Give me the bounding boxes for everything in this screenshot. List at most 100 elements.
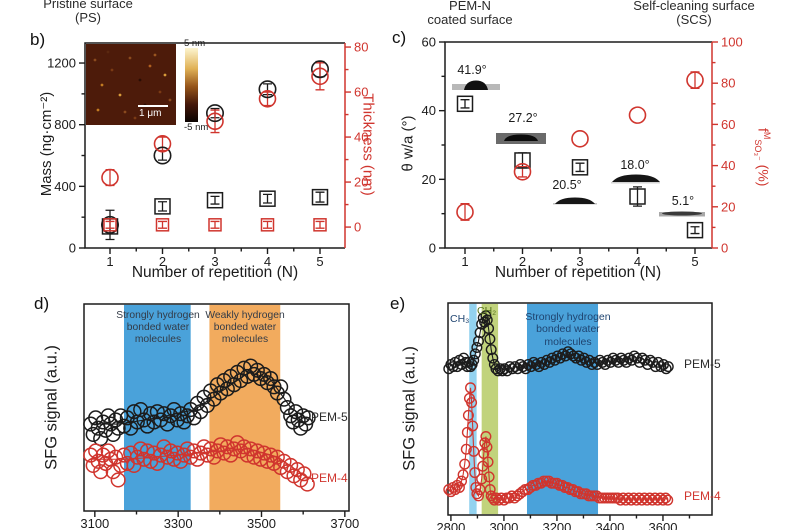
data-point-PEM-4 bbox=[88, 443, 104, 459]
band-label-strong-hbond-d: Strongly hydrogen bonded water molecules bbox=[116, 310, 200, 346]
data-point-PEM-4 bbox=[95, 447, 111, 463]
afm-speckle bbox=[100, 83, 104, 87]
data-point-PEM-5 bbox=[662, 361, 674, 373]
error-bar bbox=[633, 186, 642, 207]
header-pristine-surface-abbrev: (PS) bbox=[75, 10, 101, 25]
data-point-PEM-5 bbox=[541, 354, 553, 366]
panel-letter-e: e) bbox=[390, 294, 406, 313]
tick-label: 3 bbox=[211, 254, 218, 269]
data-point-PEM-5 bbox=[498, 363, 510, 375]
data-point-PEM-4 bbox=[623, 492, 635, 504]
data-point-PEM-4 bbox=[506, 490, 518, 502]
data-point-PEM-5 bbox=[484, 333, 496, 345]
data-point-PEM-5 bbox=[623, 352, 635, 364]
colorbar-max-label: 5 nm bbox=[184, 38, 206, 49]
tick-label: 4 bbox=[264, 254, 271, 269]
droplet-surface bbox=[611, 182, 660, 184]
error-bar bbox=[315, 191, 325, 203]
band-label-ch3: CH₃ bbox=[450, 313, 470, 325]
contact-angle-label-2: 27.2° bbox=[508, 111, 538, 125]
afm-speckle bbox=[128, 56, 132, 60]
tick-label: 3700 bbox=[330, 516, 359, 530]
data-point-PEM-4 bbox=[630, 494, 642, 506]
data-point-circle bbox=[311, 67, 329, 86]
data-point-PEM-5 bbox=[530, 358, 542, 370]
data-point-PEM-4 bbox=[213, 437, 229, 453]
tick-label: 0 bbox=[69, 241, 76, 256]
data-point-PEM-4 bbox=[179, 441, 195, 457]
tick-label: 3000 bbox=[489, 520, 518, 530]
error-bar bbox=[460, 99, 470, 109]
axis-label-repetition-c: Number of repetition (N) bbox=[494, 264, 662, 281]
panel-letter-b: b) bbox=[30, 30, 46, 49]
tick-label: 0 bbox=[354, 220, 361, 235]
header-pristine-surface: Pristine surface bbox=[43, 0, 133, 11]
afm-speckle bbox=[106, 50, 110, 54]
data-point-PEM-4 bbox=[169, 445, 185, 461]
data-point-PEM-5 bbox=[618, 354, 630, 366]
data-point-PEM-5 bbox=[522, 358, 534, 370]
highlight-band bbox=[469, 303, 477, 515]
data-point-PEM-5 bbox=[602, 354, 614, 366]
tick-label: 40 bbox=[721, 158, 735, 173]
tick-label: 2 bbox=[159, 254, 166, 269]
data-point-PEM-4 bbox=[617, 492, 629, 504]
data-point-PEM-4 bbox=[467, 420, 479, 432]
data-point-PEM-4 bbox=[480, 431, 492, 443]
afm-image bbox=[86, 44, 176, 125]
data-point-PEM-5 bbox=[636, 352, 648, 364]
data-point-PEM-5 bbox=[156, 406, 172, 422]
tick-label: 5 bbox=[691, 254, 698, 269]
tick-label: 60 bbox=[354, 85, 368, 100]
data-point-PEM-5 bbox=[575, 354, 587, 366]
data-point-PEM-4 bbox=[495, 492, 507, 504]
afm-speckle bbox=[168, 98, 172, 102]
afm-speckle bbox=[133, 116, 137, 120]
data-point-square bbox=[686, 221, 704, 239]
data-point-PEM-4 bbox=[466, 397, 478, 409]
tick-label: 100 bbox=[721, 35, 743, 50]
axis-label-sfg-e: SFG signal (a.u.) bbox=[400, 346, 419, 471]
contact-angle-label-1: 41.9° bbox=[457, 63, 487, 77]
data-point-PEM-5 bbox=[504, 361, 516, 373]
data-point-PEM-4 bbox=[459, 458, 471, 470]
data-point-PEM-4 bbox=[478, 448, 490, 460]
error-bar bbox=[315, 220, 325, 229]
data-point-PEM-4 bbox=[461, 426, 473, 438]
afm-inset bbox=[86, 44, 198, 125]
data-point-PEM-5 bbox=[88, 410, 104, 426]
data-point-PEM-4 bbox=[163, 443, 179, 459]
data-point-square bbox=[514, 152, 531, 169]
highlight-band bbox=[481, 303, 499, 515]
data-point-PEM-4 bbox=[263, 447, 279, 463]
data-point-PEM-4 bbox=[186, 443, 202, 459]
data-point-PEM-5 bbox=[487, 352, 499, 364]
data-point-PEM-4 bbox=[108, 449, 124, 465]
tick-label: 40 bbox=[422, 103, 436, 118]
data-point-circle bbox=[310, 60, 329, 79]
data-point-PEM-4 bbox=[243, 441, 259, 457]
tick-label: 3200 bbox=[542, 520, 571, 530]
droplet-20deg bbox=[555, 197, 595, 204]
data-point-PEM-4 bbox=[535, 477, 547, 489]
data-point-PEM-5 bbox=[298, 416, 314, 432]
data-point-PEM-5 bbox=[283, 408, 299, 424]
data-point-square bbox=[154, 198, 171, 215]
data-point-PEM-5 bbox=[509, 361, 521, 373]
data-point-PEM-4 bbox=[472, 490, 484, 502]
data-point-PEM-5 bbox=[474, 327, 486, 339]
data-point-PEM-5 bbox=[288, 404, 304, 420]
data-point-PEM-4 bbox=[646, 494, 658, 506]
data-point-PEM-4 bbox=[662, 494, 674, 506]
axis-label-mass: Mass (ng·cm⁻²) bbox=[38, 91, 55, 197]
header-self-cleaning-abbrev: (SCS) bbox=[676, 12, 712, 27]
afm-speckle bbox=[148, 64, 152, 68]
tick-label: 3600 bbox=[649, 520, 678, 530]
data-point-PEM-4 bbox=[572, 486, 584, 498]
data-point-PEM-4 bbox=[457, 469, 469, 481]
data-point-PEM-4 bbox=[591, 490, 603, 502]
panel-e-chart: 2800 3000 3200 3400 3600 bbox=[436, 302, 713, 530]
data-point-PEM-5 bbox=[485, 344, 497, 356]
data-point-PEM-5 bbox=[113, 408, 129, 424]
data-point-PEM-4 bbox=[219, 439, 235, 455]
